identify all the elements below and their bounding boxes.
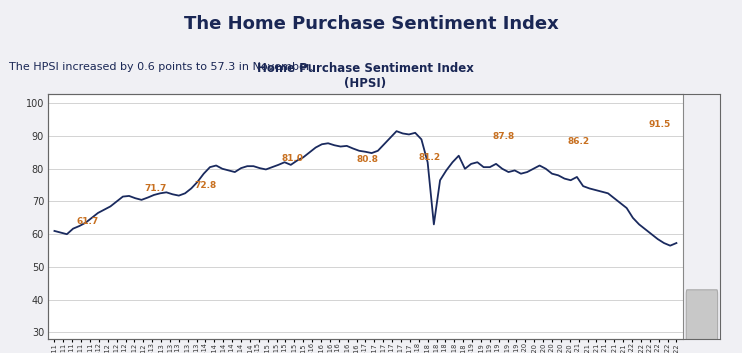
Text: 81.0: 81.0 [281, 154, 303, 163]
Text: 81.2: 81.2 [418, 153, 441, 162]
Text: 61.7: 61.7 [76, 217, 99, 226]
Text: 86.2: 86.2 [568, 137, 590, 146]
Text: The HPSI increased by 0.6 points to 57.3 in November.: The HPSI increased by 0.6 points to 57.3… [9, 62, 313, 72]
Text: 91.5: 91.5 [649, 120, 671, 128]
FancyBboxPatch shape [686, 290, 718, 344]
Title: Home Purchase Sentiment Index
(HPSI): Home Purchase Sentiment Index (HPSI) [257, 62, 474, 90]
Text: 71.7: 71.7 [145, 184, 167, 193]
Text: 80.8: 80.8 [356, 155, 378, 163]
Text: The Home Purchase Sentiment Index: The Home Purchase Sentiment Index [183, 15, 559, 33]
Text: 87.8: 87.8 [493, 132, 515, 140]
Text: 72.8: 72.8 [194, 181, 217, 190]
